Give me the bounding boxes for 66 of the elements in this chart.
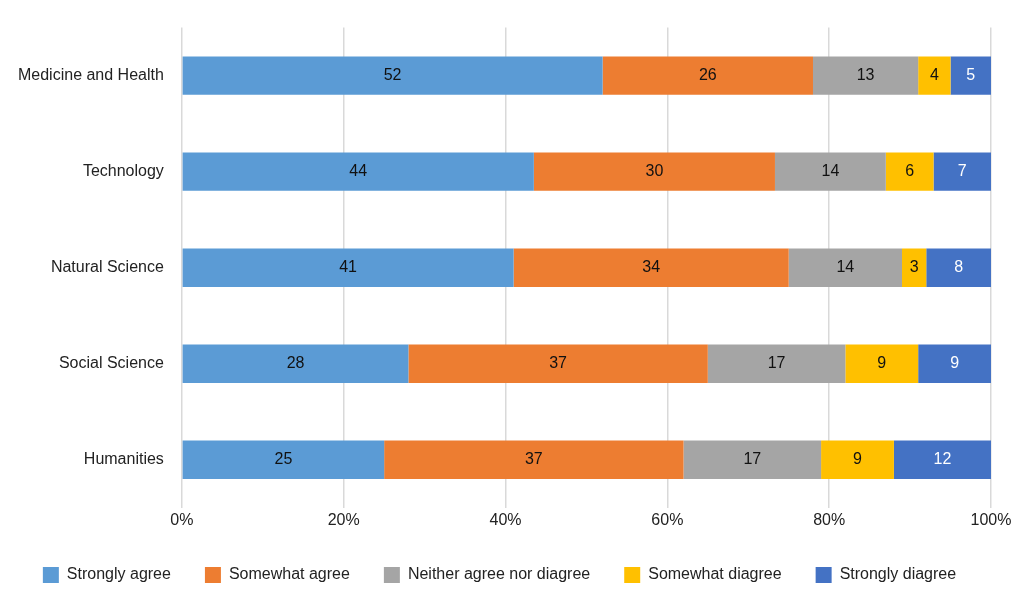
data-label: 14	[821, 162, 840, 180]
bar	[812, 56, 919, 95]
data-label: 37	[549, 354, 568, 372]
y-tick-label: Medicine and Health	[17, 66, 164, 84]
x-tick-label: 0%	[170, 510, 194, 528]
x-tick-label: 20%	[327, 510, 360, 528]
data-label: 26	[698, 66, 717, 84]
legend-label: Somewhat diagree	[648, 565, 782, 583]
bar	[774, 152, 886, 191]
bar	[788, 248, 902, 287]
x-tick-label: 80%	[813, 510, 846, 528]
legend-label: Neither agree nor diagree	[407, 565, 591, 583]
bar	[533, 152, 775, 191]
data-label: 25	[274, 450, 293, 468]
x-tick-label: 60%	[651, 510, 684, 528]
data-label: 17	[767, 354, 786, 372]
data-label: 12	[933, 450, 952, 468]
bar	[683, 440, 822, 479]
legend-label: Strongly diagree	[839, 565, 957, 583]
bar	[950, 56, 991, 95]
bar	[182, 344, 409, 383]
data-label: 28	[286, 354, 305, 372]
data-label: 41	[339, 258, 358, 276]
bar	[821, 440, 894, 479]
y-tick-label: Natural Science	[50, 258, 164, 276]
y-tick-label: Technology	[82, 162, 164, 180]
bar	[707, 344, 846, 383]
bar	[845, 344, 919, 383]
data-label: 44	[349, 162, 368, 180]
data-label: 13	[856, 66, 875, 84]
x-tick-label: 100%	[970, 510, 1012, 528]
data-label: 14	[836, 258, 855, 276]
data-label: 9	[877, 354, 887, 372]
bar	[182, 152, 534, 191]
data-label: 52	[383, 66, 402, 84]
bar	[893, 440, 991, 479]
bar	[885, 152, 934, 191]
data-label: 7	[957, 162, 967, 180]
bar	[918, 56, 951, 95]
bar	[933, 152, 991, 191]
bar	[408, 344, 708, 383]
bar	[918, 344, 991, 383]
bar	[513, 248, 789, 287]
data-label: 9	[950, 354, 960, 372]
data-label: 3	[909, 258, 919, 276]
data-label: 34	[642, 258, 661, 276]
data-label: 30	[645, 162, 664, 180]
bar	[902, 248, 927, 287]
legend-label: Somewhat agree	[228, 565, 350, 583]
y-tick-label: Humanities	[83, 450, 164, 468]
legend-label: Strongly agree	[66, 565, 172, 583]
data-label: 5	[966, 66, 976, 84]
data-label: 37	[524, 450, 543, 468]
data-label: 4	[929, 66, 939, 84]
bar	[182, 440, 385, 479]
data-label: 17	[743, 450, 762, 468]
data-label: 8	[954, 258, 964, 276]
data-label: 9	[853, 450, 863, 468]
bar	[926, 248, 991, 287]
bar	[182, 248, 514, 287]
bar	[384, 440, 684, 479]
bar	[182, 56, 603, 95]
y-tick-label: Social Science	[58, 354, 164, 372]
data-label: 6	[905, 162, 915, 180]
x-tick-label: 40%	[489, 510, 522, 528]
bar	[602, 56, 813, 95]
